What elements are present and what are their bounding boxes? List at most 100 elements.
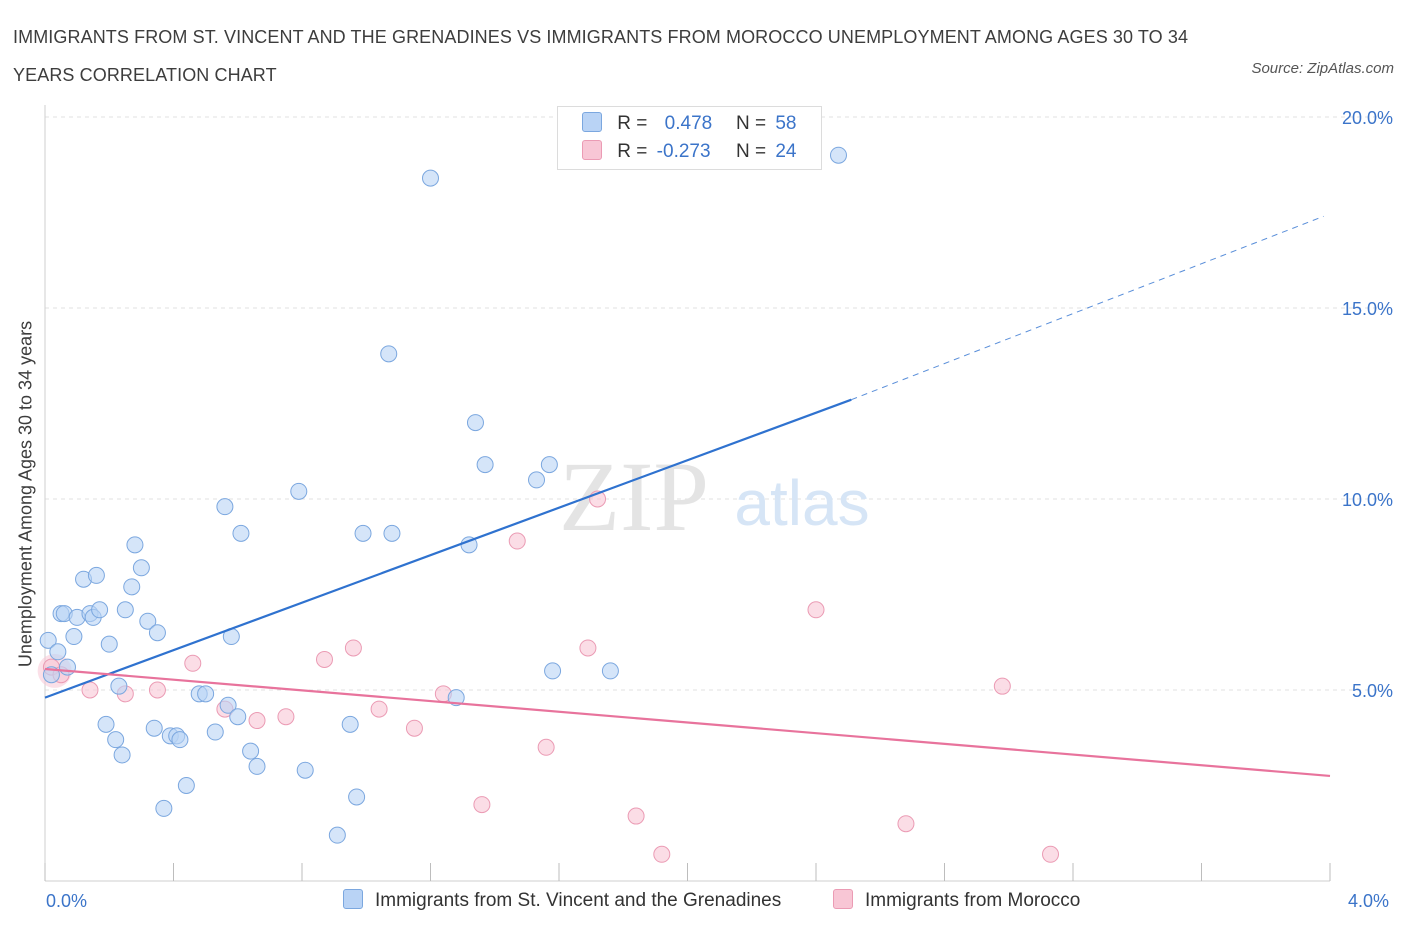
bottom-legend-label-morocco: Immigrants from Morocco [865, 890, 1081, 911]
data-point-st-vincent [544, 662, 562, 680]
y-tick-label: 20.0% [1342, 108, 1393, 128]
data-point-st-vincent [97, 715, 115, 733]
data-point-morocco [81, 681, 99, 699]
data-point-st-vincent [116, 601, 134, 619]
data-point-morocco [1042, 845, 1060, 863]
legend-row-st-vincent: R = 0.478 N = 58 [582, 112, 796, 138]
data-point-st-vincent [49, 643, 67, 661]
data-point-st-vincent [348, 788, 366, 806]
data-point-st-vincent [155, 799, 173, 817]
data-point-morocco [653, 845, 671, 863]
data-point-morocco [315, 650, 333, 668]
data-point-morocco [508, 532, 526, 550]
data-point-morocco [537, 738, 555, 756]
legend-r-value: 0.478 [664, 113, 713, 134]
data-point-st-vincent [107, 731, 125, 749]
data-point-st-vincent [123, 578, 141, 596]
legend-n-value: 58 [775, 113, 797, 134]
trend-line-morocco [44, 667, 1331, 778]
data-point-morocco [473, 796, 491, 814]
watermark-atlas: atlas [734, 467, 869, 539]
data-point-st-vincent [100, 635, 118, 653]
bottom-legend-morocco: Immigrants from Morocco [833, 889, 1080, 912]
data-point-st-vincent [380, 345, 398, 363]
data-point-morocco [807, 601, 825, 619]
data-point-morocco [148, 681, 166, 699]
st-vincent-points [39, 146, 847, 844]
x-tick-max: 4.0% [1348, 891, 1390, 911]
legend-r-value: -0.273 [656, 141, 711, 162]
data-point-st-vincent [354, 524, 372, 542]
data-point-st-vincent [132, 559, 150, 577]
data-point-st-vincent [296, 761, 314, 779]
bottom-legend-st-vincent: Immigrants from St. Vincent and the Gren… [343, 889, 781, 912]
data-point-st-vincent [232, 524, 250, 542]
data-point-st-vincent [65, 628, 83, 646]
data-point-st-vincent [219, 696, 237, 714]
data-point-st-vincent [528, 471, 546, 489]
axes [44, 105, 1331, 882]
data-point-st-vincent [197, 685, 215, 703]
data-point-morocco [248, 712, 266, 730]
data-point-morocco [627, 807, 645, 825]
data-point-morocco [897, 815, 915, 833]
data-point-st-vincent [229, 708, 247, 726]
trend-line-st-vincent [44, 398, 852, 699]
data-point-st-vincent [113, 746, 131, 764]
data-point-st-vincent [145, 719, 163, 737]
y-tick-labels: 5.0% 10.0% 15.0% 20.0% [1342, 108, 1393, 701]
source-label: Source: ZipAtlas.com [1251, 60, 1394, 77]
legend-n-value: 24 [775, 141, 797, 162]
data-point-st-vincent [148, 624, 166, 642]
watermark-zip: ZIP [559, 441, 709, 552]
data-point-st-vincent [447, 689, 465, 707]
data-point-st-vincent [216, 498, 234, 516]
data-point-morocco [184, 654, 202, 672]
data-point-st-vincent [139, 612, 157, 630]
data-point-st-vincent [91, 601, 109, 619]
data-point-st-vincent [39, 631, 57, 649]
data-point-st-vincent [328, 826, 346, 844]
correlation-legend: R = 0.478 N = 58 R = -0.273 N = 24 [557, 106, 822, 170]
legend-row-morocco: R = -0.273 N = 24 [582, 140, 796, 166]
chart-title: IMMIGRANTS FROM ST. VINCENT AND THE GREN… [13, 27, 1189, 85]
trend-line-st-vincent-extension [851, 215, 1324, 401]
y-tick-label: 5.0% [1352, 681, 1393, 701]
data-point-morocco [579, 639, 597, 657]
data-point-st-vincent [248, 757, 266, 775]
y-tick-label: 10.0% [1342, 490, 1393, 510]
grid [45, 116, 1390, 691]
data-point-st-vincent [829, 146, 847, 164]
data-point-st-vincent [177, 777, 195, 794]
data-point-st-vincent [110, 677, 128, 695]
data-point-st-vincent [58, 658, 76, 676]
legend-swatch-morocco [582, 140, 602, 160]
data-point-st-vincent [601, 662, 619, 680]
data-point-st-vincent [476, 456, 494, 474]
trend-lines [44, 215, 1331, 778]
data-point-st-vincent [171, 731, 189, 749]
data-point-st-vincent [242, 742, 260, 760]
watermark: ZIP atlas [559, 441, 870, 552]
data-point-morocco [405, 719, 423, 737]
legend-r-label: R = [617, 113, 648, 134]
bottom-legend-label-st-vincent: Immigrants from St. Vincent and the Gren… [375, 890, 782, 911]
data-point-morocco [993, 677, 1011, 695]
data-point-st-vincent [290, 482, 308, 500]
data-point-st-vincent [341, 715, 359, 733]
data-point-st-vincent [206, 723, 224, 741]
data-point-st-vincent [383, 524, 401, 542]
data-point-morocco [370, 700, 388, 718]
data-point-morocco [277, 708, 295, 726]
legend-swatch-st-vincent [582, 112, 602, 132]
data-point-morocco [344, 639, 362, 657]
legend-r-label: R = [617, 141, 648, 162]
bottom-legend-swatch-morocco [833, 889, 853, 909]
bottom-legend-swatch-st-vincent [343, 889, 363, 909]
data-point-st-vincent [466, 414, 484, 432]
data-point-st-vincent [87, 566, 105, 584]
data-point-st-vincent [540, 456, 558, 474]
legend-n-label: N = [735, 113, 767, 134]
data-point-st-vincent [422, 169, 439, 187]
